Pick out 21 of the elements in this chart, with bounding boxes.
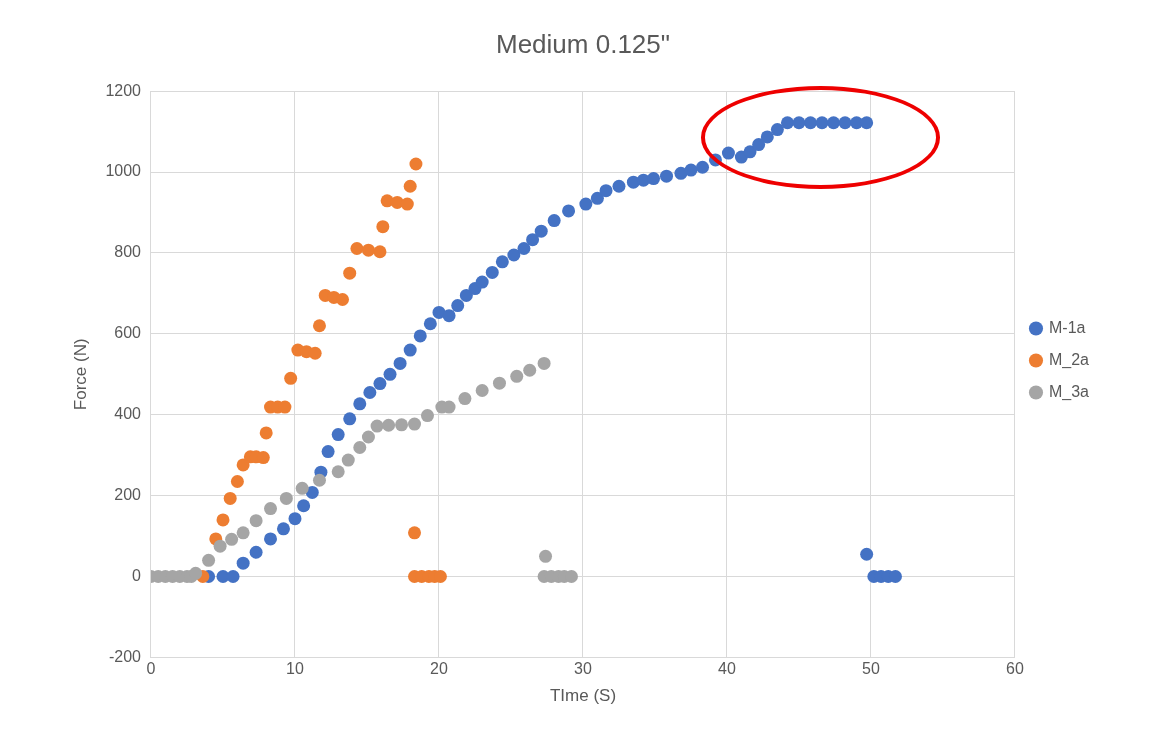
x-tick-label: 30 [574,660,592,678]
y-tick-label: 200 [114,486,142,504]
x-tick-label: 10 [286,660,304,678]
y-tick-label: 0 [132,566,142,584]
x-tick-label: 20 [430,660,448,678]
y-tick-label: 800 [114,243,142,261]
x-tick-label: 0 [146,660,156,678]
y-tick-label: 1200 [105,81,142,99]
chart-title: Medium 0.125" [496,28,670,59]
y-tick-label: 400 [114,405,142,423]
y-axis-title: Force (N) [70,338,90,411]
y-tick-label: -200 [108,647,142,665]
legend-label: M_3a [1048,382,1090,401]
legend-label: M_2a [1048,350,1090,369]
legend-label: M-1a [1048,318,1086,336]
x-tick-label: 60 [1006,660,1024,678]
x-tick-label: 50 [862,660,880,678]
y-tick-label: 600 [114,324,142,342]
x-tick-label: 40 [718,660,736,678]
x-axis-title: TIme (S) [549,686,617,706]
y-tick-label: 1000 [105,162,142,180]
